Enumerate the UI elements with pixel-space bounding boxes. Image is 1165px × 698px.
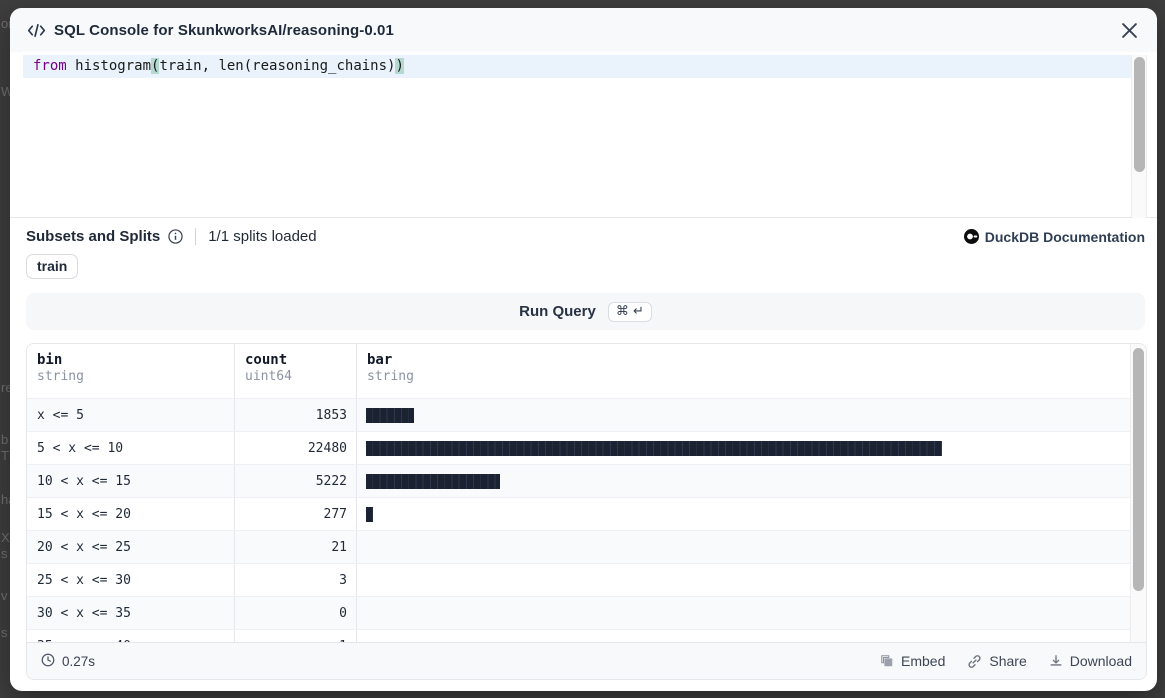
duckdb-documentation-link[interactable]: DuckDB Documentation	[963, 228, 1145, 245]
download-icon	[1049, 654, 1063, 668]
info-icon[interactable]	[168, 229, 183, 244]
split-badges: train	[26, 254, 1141, 279]
sql-editor[interactable]: from histogram(train, len(reasoning_chai…	[10, 55, 1157, 218]
code-tag-icon	[28, 23, 45, 38]
sql-keyword: from	[33, 58, 67, 74]
count-cell: 21	[235, 531, 357, 563]
bin-cell: 30 < x <= 35	[27, 597, 235, 629]
modal-header: SQL Console for SkunkworksAI/reasoning-0…	[10, 8, 1157, 52]
count-cell: 0	[235, 597, 357, 629]
table-body: x <= 5 1853 5 < x <= 10 22480 10 < x <= 15 52…	[27, 398, 1130, 643]
column-header-count[interactable]: count uint64	[235, 344, 357, 398]
bin-cell: 35 < x <= 40	[27, 630, 235, 643]
bin-cell: 20 < x <= 25	[27, 531, 235, 563]
column-header-bin[interactable]: bin string	[27, 344, 235, 398]
bar-cell	[357, 465, 1130, 497]
splits-loaded-status: 1/1 splits loaded	[208, 228, 317, 245]
bin-cell: 5 < x <= 10	[27, 432, 235, 464]
embed-icon	[880, 654, 894, 668]
histogram-bar	[366, 473, 500, 489]
bin-cell: 10 < x <= 15	[27, 465, 235, 497]
count-cell: 22480	[235, 432, 357, 464]
modal-title: SQL Console for SkunkworksAI/reasoning-0…	[54, 21, 394, 39]
duckdb-documentation-label: DuckDB Documentation	[984, 228, 1145, 245]
table-row[interactable]: 5 < x <= 10 22480	[27, 431, 1130, 464]
download-label: Download	[1069, 653, 1132, 670]
backdrop-text-fragment: b	[1, 432, 9, 447]
sql-token: (	[151, 58, 160, 74]
bar-cell	[357, 432, 1130, 464]
divider	[195, 228, 197, 245]
table-row[interactable]: x <= 5 1853	[27, 398, 1130, 431]
sql-token: train, len(reasoning_chains)	[159, 58, 396, 74]
editor-scrollbar-thumb[interactable]	[1134, 57, 1145, 172]
embed-label: Embed	[901, 653, 946, 670]
split-badge-train[interactable]: train	[26, 254, 79, 279]
histogram-bar	[366, 506, 374, 522]
table-header-row: bin string count uint64 bar string	[27, 344, 1130, 398]
bar-cell	[357, 399, 1130, 431]
run-query-button[interactable]: Run Query ⌘ ↵	[26, 293, 1145, 330]
backdrop-text-fragment: re	[1, 380, 13, 395]
bar-cell	[357, 630, 1130, 642]
sql-token: histogram	[66, 58, 152, 74]
table-scrollbar-thumb[interactable]	[1133, 348, 1144, 591]
table-row[interactable]: 35 < x <= 401	[27, 629, 1130, 643]
backdrop-text-fragment: v	[1, 588, 8, 603]
count-cell: 5222	[235, 465, 357, 497]
column-header-bar[interactable]: bar string	[367, 352, 414, 384]
close-icon[interactable]	[1115, 16, 1143, 44]
sql-console-modal: SQL Console for SkunkworksAI/reasoning-0…	[10, 8, 1157, 691]
results-table-viewport: bin string count uint64 bar string x <= …	[27, 344, 1146, 643]
table-scrollbar[interactable]	[1130, 344, 1146, 643]
share-button[interactable]: Share	[967, 653, 1027, 670]
backdrop-text-fragment: s	[1, 625, 8, 640]
link-icon	[967, 654, 982, 669]
bin-cell: 25 < x <= 30	[27, 564, 235, 596]
count-cell: 1853	[235, 399, 357, 431]
count-cell: 1	[235, 630, 357, 643]
results-table-container: bin string count uint64 bar string x <= …	[26, 343, 1147, 680]
backdrop-text-fragment: s	[1, 546, 8, 561]
embed-button[interactable]: Embed	[880, 653, 945, 669]
table-row[interactable]: 25 < x <= 30 3	[27, 563, 1130, 596]
count-cell: 277	[235, 498, 357, 530]
bin-cell: x <= 5	[27, 399, 235, 431]
duckdb-logo-icon	[963, 229, 979, 244]
query-duration: 0.27s	[41, 653, 95, 670]
histogram-bar	[366, 407, 414, 423]
download-button[interactable]: Download	[1049, 653, 1132, 669]
count-cell: 3	[235, 564, 357, 596]
table-row[interactable]: 30 < x <= 35 0	[27, 596, 1130, 629]
sql-query-line[interactable]: from histogram(train, len(reasoning_chai…	[23, 55, 1131, 78]
histogram-bar	[366, 440, 942, 456]
bar-cell	[357, 564, 1130, 596]
table-row[interactable]: 20 < x <= 25 21	[27, 530, 1130, 563]
splits-row: Subsets and Splits 1/1 splits loaded Duc…	[26, 228, 1145, 245]
bar-cell	[357, 597, 1130, 629]
bar-cell	[357, 498, 1130, 530]
keyboard-shortcut-badge: ⌘ ↵	[607, 301, 652, 322]
run-query-label: Run Query	[519, 303, 596, 320]
editor-scrollbar[interactable]	[1131, 55, 1147, 218]
sql-token: )	[395, 58, 404, 74]
share-label: Share	[989, 653, 1027, 670]
bin-cell: 15 < x <= 20	[27, 498, 235, 530]
clock-icon	[41, 653, 55, 670]
table-row[interactable]: 15 < x <= 20 277	[27, 497, 1130, 530]
bar-cell	[357, 531, 1130, 563]
table-footer: 0.27s Embed	[27, 642, 1146, 679]
splits-label: Subsets and Splits	[26, 228, 161, 245]
query-duration-value: 0.27s	[62, 653, 96, 669]
table-row[interactable]: 10 < x <= 15 5222	[27, 464, 1130, 497]
